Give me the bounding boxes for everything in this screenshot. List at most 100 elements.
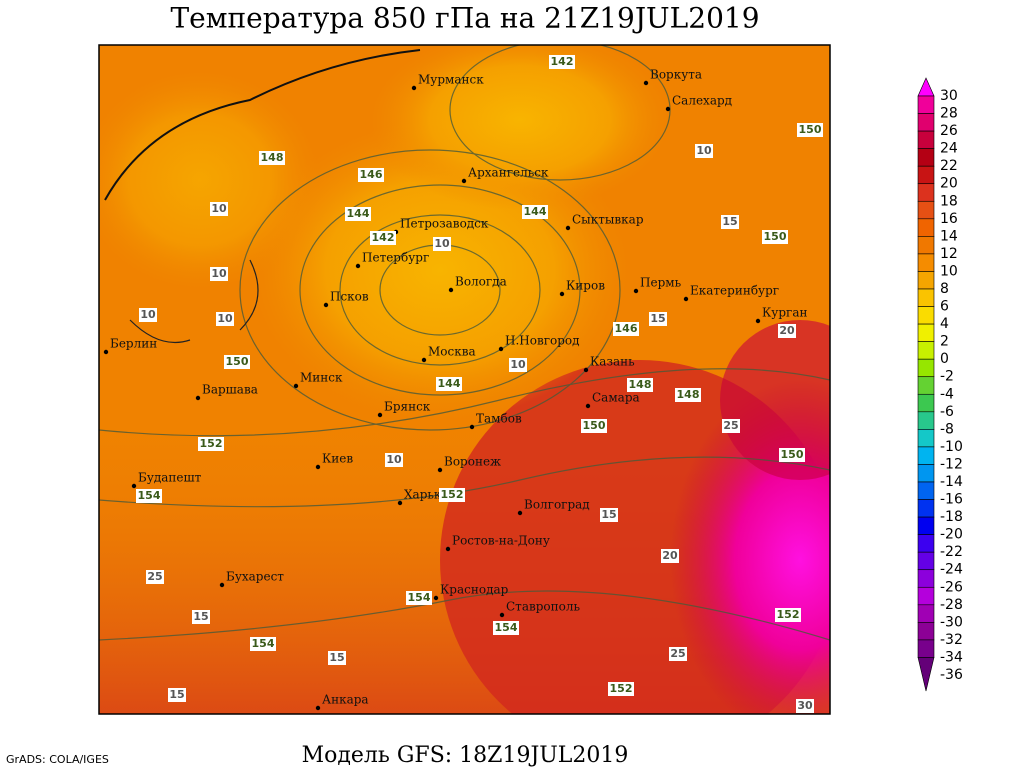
city-label: Бухарест	[226, 570, 284, 584]
title: Температура 850 гПа на 21Z19JUL2019	[170, 2, 759, 35]
contour-label-box	[250, 637, 276, 651]
city-label: Екатеринбург	[690, 284, 779, 298]
city-dot	[499, 612, 505, 618]
colorbar-label: 18	[940, 193, 958, 209]
contour-label: 15	[650, 312, 665, 325]
contour-label-box	[493, 621, 519, 635]
contour-label-box	[210, 202, 228, 216]
colorbar-label: -22	[940, 544, 963, 560]
contour-label-box	[345, 207, 371, 221]
city-dot	[498, 346, 504, 352]
contour-label: 150	[583, 419, 606, 432]
contour-label: 152	[610, 682, 633, 695]
city-label: Варшава	[202, 383, 258, 397]
colorbar-label: 26	[940, 123, 958, 139]
contour-label: 10	[434, 237, 450, 250]
contour-label-box	[797, 123, 823, 137]
city-dot	[323, 302, 329, 308]
contour-label-box	[224, 355, 250, 369]
contour-label: 20	[779, 324, 795, 337]
contour-label: 25	[147, 570, 162, 583]
city-dot	[665, 106, 671, 112]
city-label: Петрозаводск	[400, 217, 489, 231]
city-dot	[517, 510, 523, 516]
city-label: Воронеж	[444, 455, 501, 469]
city-label: Тамбов	[476, 412, 522, 426]
contour-label: 152	[200, 437, 223, 450]
city-dot	[683, 296, 689, 302]
colorbar-label: -12	[940, 456, 963, 472]
colorbar-label: -36	[940, 667, 963, 683]
contour-label: 144	[438, 377, 461, 390]
contour-label-box	[136, 489, 162, 503]
city-label: Киев	[322, 452, 353, 466]
city-label: Вологда	[455, 275, 507, 289]
colorbar-band	[917, 218, 935, 237]
contour-label: 20	[662, 549, 678, 562]
contour-label: 15	[329, 651, 344, 664]
colorbar-band	[917, 236, 935, 255]
colorbar-tip	[917, 657, 935, 692]
colorbar-band	[917, 358, 935, 378]
colorbar-label: 16	[940, 211, 958, 227]
colorbar-band	[917, 393, 935, 413]
contour-label: 146	[360, 168, 383, 181]
contour-label-box	[581, 419, 607, 433]
colorbar-band	[917, 165, 935, 185]
colorbar-band	[917, 446, 935, 465]
colorbar-label: 24	[940, 141, 958, 157]
contour-label-box	[778, 324, 796, 338]
contour-label-box	[600, 508, 618, 522]
subtitle: Модель GFS: 18Z19JUL2019	[302, 743, 629, 768]
colorbar-label: -34	[940, 649, 963, 665]
credit: GrADS: COLA/IGES	[6, 753, 109, 766]
city-label: Воркута	[650, 68, 702, 82]
city-label: Пермь	[640, 276, 682, 290]
colorbar-label: -6	[940, 404, 954, 420]
contour-label-box	[796, 699, 814, 713]
map-frame	[98, 44, 831, 715]
city-dot	[411, 85, 417, 91]
city-dot	[633, 288, 639, 294]
colorbar-label: -30	[940, 614, 963, 630]
colorbar-label: -14	[940, 474, 963, 490]
colorbar-band	[917, 464, 935, 483]
contour-label-box	[328, 651, 346, 665]
city-dot	[583, 367, 589, 373]
city-label: Псков	[330, 290, 369, 304]
colorbar-band	[917, 411, 935, 430]
city-label: Волгоград	[524, 498, 590, 512]
colorbar-label: 14	[940, 228, 958, 244]
contour-label-box	[675, 388, 701, 402]
city-dot	[131, 483, 137, 489]
contour-label-box	[168, 688, 186, 702]
colorbar-label: 20	[940, 176, 958, 192]
city-label: Минск	[300, 371, 343, 385]
city-label: Будапешт	[138, 471, 202, 485]
city-dot	[755, 318, 761, 324]
colorbar-band	[917, 341, 935, 360]
city-label: Курган	[762, 306, 807, 320]
city-label: Москва	[428, 345, 476, 359]
city-dot	[643, 80, 649, 86]
contour-label: 150	[799, 123, 822, 136]
contour-label: 154	[138, 489, 161, 502]
contour-label: 154	[408, 591, 431, 604]
contour-label: 148	[261, 151, 284, 164]
city-dot	[315, 705, 321, 711]
contour-label: 142	[372, 231, 395, 244]
city-dot	[433, 595, 439, 601]
colorbar-band	[917, 516, 935, 535]
colorbar-band	[917, 130, 935, 149]
city-label: Брянск	[384, 400, 431, 414]
city-dot	[437, 467, 443, 473]
city-dot	[565, 225, 571, 231]
city-label: Ростов-на-Дону	[452, 534, 550, 548]
city-label: Петербург	[362, 251, 429, 265]
colorbar-label: 2	[940, 334, 949, 350]
colorbar-band	[917, 306, 935, 325]
colorbar-tip	[917, 77, 935, 97]
contour-label: 148	[677, 388, 700, 401]
city-dot	[445, 546, 451, 552]
city-dot	[448, 287, 454, 293]
